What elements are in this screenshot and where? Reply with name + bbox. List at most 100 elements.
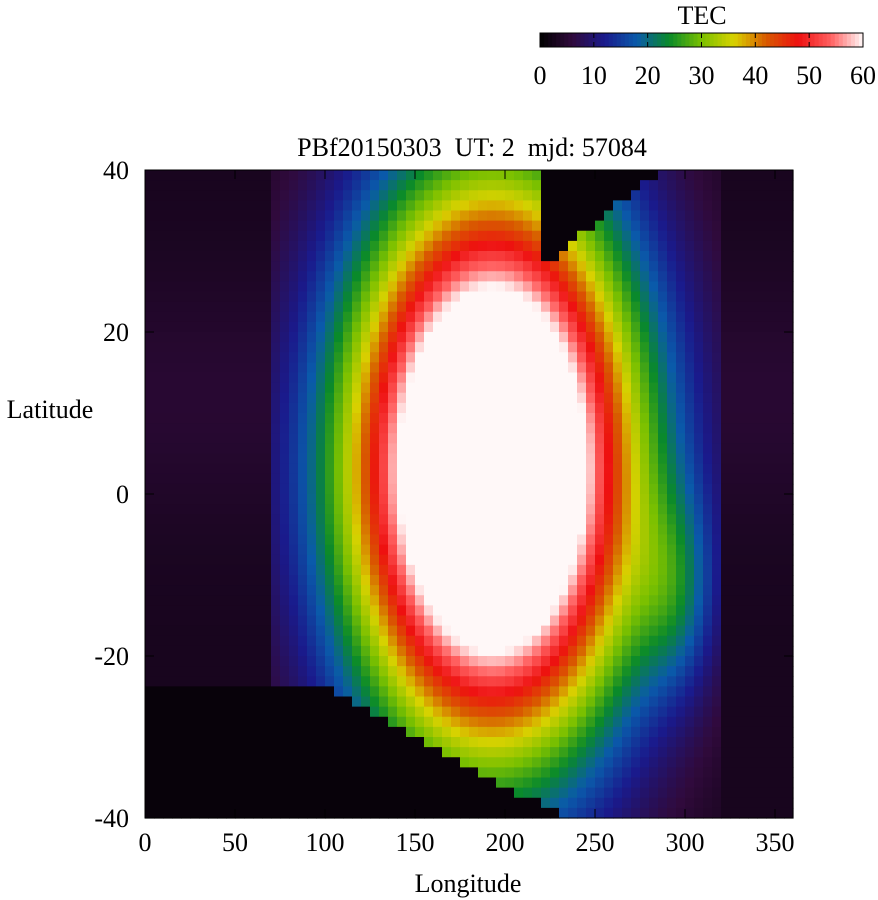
heatmap-cell [172,625,182,637]
heatmap-cell [775,170,785,181]
heatmap-cell [730,747,740,758]
heatmap-cell [532,544,542,556]
heatmap-cell [190,625,200,637]
heatmap-cell [559,706,569,718]
heatmap-cell [712,311,722,323]
heatmap-cell [388,554,398,566]
heatmap-cell [226,807,236,819]
heatmap-cell [613,605,623,617]
heatmap-cell [487,544,497,556]
heatmap-cell [469,443,479,455]
heatmap-cell [289,251,299,262]
heatmap-cell [199,220,209,232]
heatmap-cell [586,463,596,475]
heatmap-cell [145,433,155,444]
heatmap-cell [478,585,488,596]
heatmap-cell [451,423,461,434]
heatmap-cell [532,362,542,374]
heatmap-cell [433,807,443,819]
heatmap-cell [325,170,335,181]
heatmap-cell [694,321,704,333]
heatmap-cell [334,372,344,384]
heatmap-cell [757,494,767,505]
heatmap-cell [667,180,677,191]
heatmap-cell [217,443,227,455]
heatmap-cell [685,210,695,222]
heatmap-cell [586,352,596,363]
heatmap-cell [217,301,227,313]
heatmap-cell [514,372,524,384]
colorbar-cell [644,33,650,47]
heatmap-cell [604,220,614,232]
heatmap-cell [235,706,245,718]
heatmap-cell [541,787,551,799]
colorbar-cell [636,33,642,47]
heatmap-cell [244,645,254,657]
heatmap-cell [343,392,353,404]
heatmap-cell [280,200,290,212]
heatmap-cell [514,362,524,374]
heatmap-cell [523,564,533,576]
heatmap-cell [766,494,776,505]
heatmap-cell [577,767,587,779]
heatmap-cell [442,534,452,546]
heatmap-cell [451,504,461,515]
heatmap-cell [640,585,650,596]
heatmap-cell [415,473,425,485]
heatmap-cell [262,645,272,657]
heatmap-cell [199,311,209,323]
heatmap-cell [586,767,596,779]
heatmap-cell [514,433,524,444]
heatmap-cell [379,311,389,323]
heatmap-cell [352,595,362,606]
heatmap-cell [424,696,434,708]
heatmap-cell [460,180,470,191]
heatmap-cell [244,190,254,201]
heatmap-cell [415,605,425,617]
heatmap-cell [190,757,200,768]
heatmap-cell [298,271,308,282]
heatmap-cell [145,443,155,455]
heatmap-cell [172,463,182,475]
heatmap-cell [685,554,695,566]
heatmap-cell [577,797,587,809]
heatmap-cell [361,220,371,232]
heatmap-cell [145,402,155,414]
heatmap-cell [154,797,164,809]
heatmap-cell [379,504,389,515]
heatmap-cell [208,321,218,333]
heatmap-cell [352,585,362,596]
heatmap-cell [442,453,452,465]
heatmap-cell [496,332,506,343]
heatmap-cell [550,261,560,272]
heatmap-cell [604,494,614,505]
heatmap-cell [541,423,551,434]
heatmap-cell [622,170,632,181]
heatmap-cell [307,281,317,293]
heatmap-cell [145,716,155,728]
heatmap-cell [226,666,236,677]
heatmap-cell [388,787,398,799]
heatmap-cell [694,413,704,424]
heatmap-cell [181,220,191,232]
heatmap-cell [460,544,470,556]
heatmap-cell [649,321,659,333]
heatmap-cell [748,402,758,414]
heatmap-cell [172,514,182,525]
heatmap-cell [676,787,686,799]
heatmap-cell [505,777,515,789]
heatmap-cell [352,352,362,363]
heatmap-cell [532,615,542,627]
heatmap-cell [568,524,578,536]
heatmap-cell [271,686,281,698]
heatmap-cell [784,210,794,222]
heatmap-cell [289,767,299,779]
heatmap-cell [343,787,353,799]
heatmap-cell [559,240,569,252]
heatmap-cell [235,402,245,414]
heatmap-cell [559,200,569,212]
heatmap-cell [280,676,290,687]
heatmap-cell [343,372,353,384]
heatmap-cell [298,554,308,566]
heatmap-cell [694,615,704,627]
